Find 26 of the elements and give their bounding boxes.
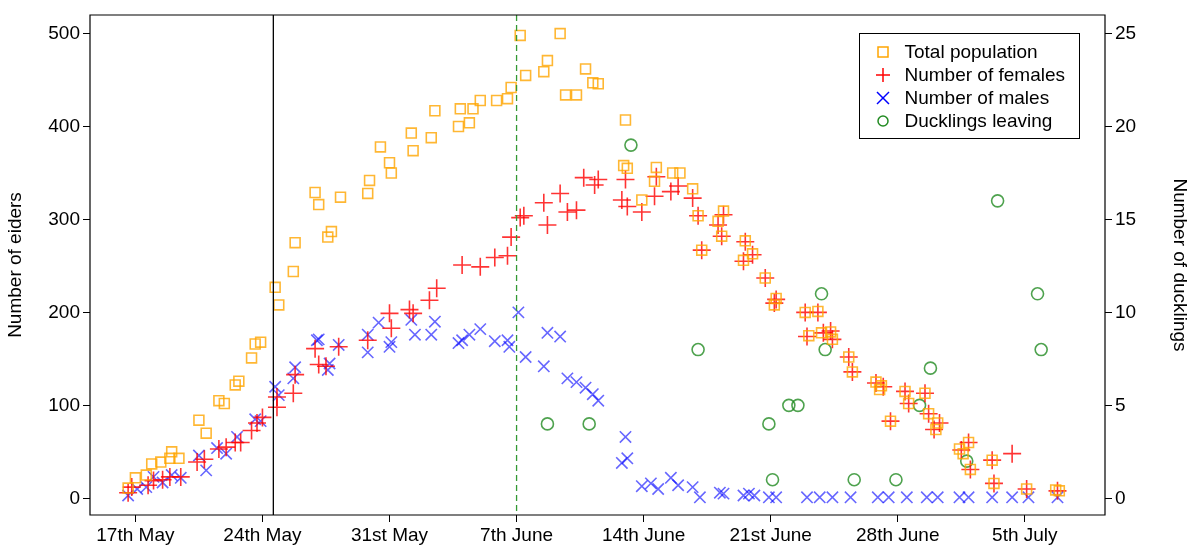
- y2-tick-label: 15: [1115, 207, 1137, 229]
- legend-label: Total population: [904, 41, 1038, 62]
- x-tick-label: 21st June: [729, 523, 812, 545]
- x-tick-label: 24th May: [223, 523, 303, 545]
- y-tick-label: 200: [48, 300, 80, 322]
- x-tick-label: 31st May: [350, 523, 429, 545]
- x-tick-label: 5th July: [992, 523, 1059, 545]
- y2-tick-label: 25: [1115, 21, 1137, 43]
- x-tick-label: 7th June: [480, 523, 554, 545]
- x-tick-label: 14th June: [601, 523, 686, 545]
- legend-label: Number of males: [904, 87, 1050, 108]
- y-tick-label: 100: [48, 393, 80, 415]
- y2-tick-label: 20: [1115, 114, 1137, 136]
- y-axis-title: Number of eiders: [3, 192, 25, 338]
- y2-tick-label: 5: [1115, 393, 1126, 415]
- y2-tick-label: 10: [1115, 300, 1137, 322]
- y2-tick-label: 0: [1115, 486, 1126, 508]
- y-tick-label: 300: [48, 207, 80, 229]
- y2-axis-title: Number of ducklings: [1170, 178, 1192, 352]
- x-tick-label: 28th June: [856, 523, 940, 545]
- y-tick-label: 500: [48, 21, 80, 43]
- legend-label: Number of females: [904, 64, 1065, 85]
- x-tick-label: 17th May: [96, 523, 175, 545]
- legend-label: Ducklings leaving: [904, 110, 1053, 131]
- y-tick-label: 0: [69, 486, 80, 508]
- y-tick-label: 400: [48, 114, 80, 136]
